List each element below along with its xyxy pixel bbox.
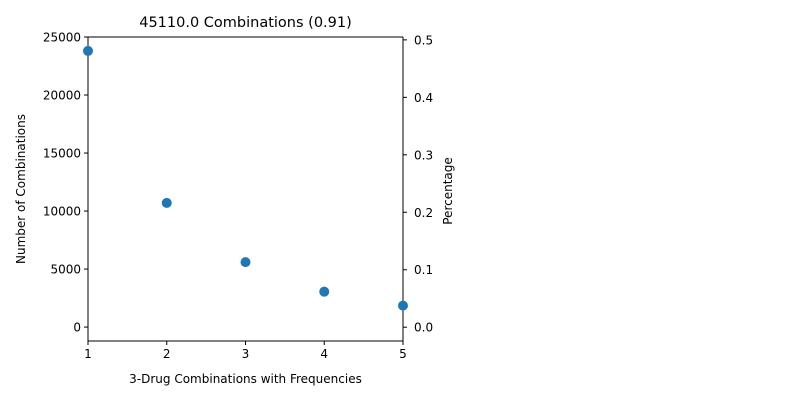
y-tick-label: 15000: [43, 147, 81, 161]
x-axis-label: 3-Drug Combinations with Frequencies: [129, 372, 362, 386]
right-y-tick-label: 0.0: [414, 321, 433, 335]
data-point: [240, 257, 251, 268]
right-y-tick-label: 0.5: [414, 33, 433, 47]
plot-area: [87, 36, 404, 342]
y-tick-label: 20000: [43, 89, 81, 103]
y-tick-label: 10000: [43, 205, 81, 219]
x-axis-ticks: 1 2 3 4 5: [84, 341, 407, 361]
right-y-tick-label: 0.4: [414, 91, 433, 105]
y-axis-ticks: 0 5000 10000 15000 20000 25000: [43, 31, 88, 335]
x-tick-label: 2: [163, 347, 171, 361]
right-y-axis-label: Percentage: [441, 157, 455, 225]
right-y-axis-ticks: 0.0 0.1 0.2 0.3 0.4 0.5: [403, 33, 433, 335]
data-point: [83, 45, 93, 56]
right-y-tick-label: 0.3: [414, 148, 433, 162]
right-y-tick-label: 0.1: [414, 263, 433, 277]
y-tick-label: 0: [73, 321, 81, 335]
x-tick-label: 5: [399, 347, 407, 361]
data-point: [398, 300, 408, 311]
x-tick-label: 3: [242, 347, 250, 361]
chart-title: 45110.0 Combinations (0.91): [139, 15, 352, 31]
y-axis-label: Number of Combinations: [14, 114, 28, 264]
y-tick-label: 5000: [50, 263, 81, 277]
data-point: [161, 197, 172, 208]
data-points: [83, 45, 408, 311]
data-point: [319, 286, 330, 297]
x-tick-label: 1: [84, 347, 92, 361]
right-y-tick-label: 0.2: [414, 206, 433, 220]
y-tick-label: 25000: [43, 31, 81, 45]
x-tick-label: 4: [320, 347, 328, 361]
